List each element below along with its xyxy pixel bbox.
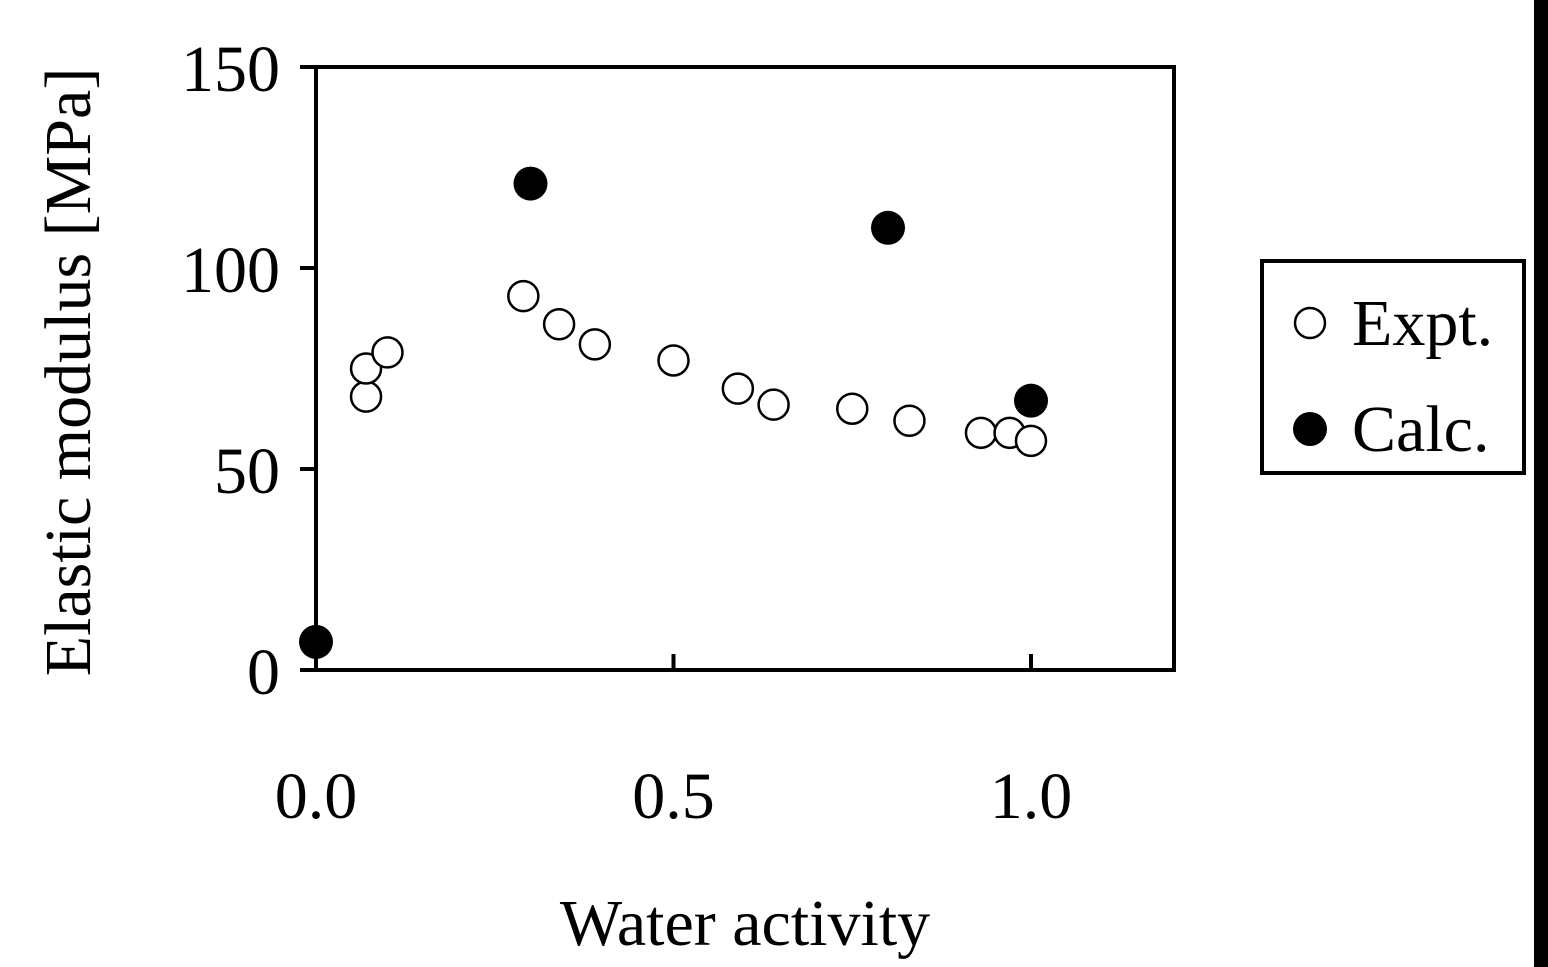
x-tick-label: 1.0 [990, 760, 1073, 833]
data-point-expt [349, 352, 383, 385]
x-axis-ticks: 0.0 0.5 1.0 [275, 654, 1073, 833]
y-axis-ticks: 0 50 100 150 [181, 33, 316, 709]
right-edge-bar [1534, 0, 1548, 967]
data-point-expt [578, 328, 612, 361]
y-tick-label: 50 [214, 435, 280, 508]
data-point-calc [299, 624, 333, 659]
data-points [299, 166, 1048, 659]
y-tick-label: 100 [181, 234, 280, 307]
data-point-expt [964, 416, 998, 450]
x-tick-label: 0.0 [275, 760, 358, 833]
legend-label-expt: Expt. [1352, 287, 1493, 360]
legend-marker-expt [1293, 306, 1327, 340]
data-point-expt [349, 380, 383, 413]
data-point-expt [757, 388, 790, 421]
legend-label-calc: Calc. [1352, 393, 1489, 466]
data-point-expt [371, 336, 404, 369]
data-point-calc [513, 166, 548, 201]
data-point-expt [657, 344, 690, 377]
legend: Expt. Calc. [1260, 259, 1526, 475]
data-point-expt [1014, 424, 1048, 458]
y-tick-label: 0 [247, 636, 280, 709]
y-tick-label: 150 [181, 33, 280, 106]
data-point-calc [871, 210, 905, 245]
data-point-expt [507, 279, 540, 313]
legend-marker-calc [1293, 412, 1327, 446]
y-axis-title: Elastic modulus [MPa] [32, 68, 105, 677]
plot-frame [314, 65, 1176, 672]
data-point-expt [721, 372, 755, 405]
data-point-calc [1014, 383, 1048, 418]
x-tick-label: 0.5 [632, 760, 715, 833]
data-point-expt [836, 392, 869, 425]
x-axis-title: Water activity [560, 887, 930, 960]
data-point-expt [893, 404, 926, 438]
data-point-expt [542, 308, 576, 341]
